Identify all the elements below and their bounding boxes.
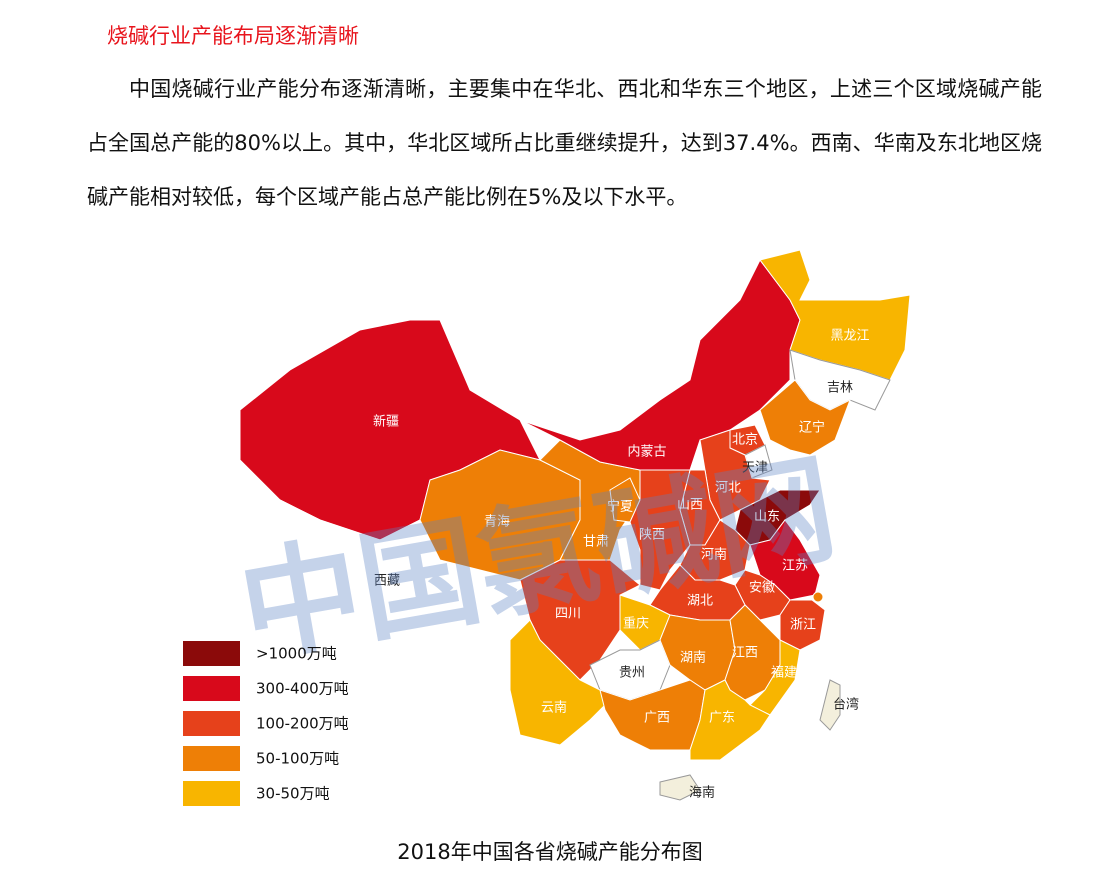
legend-swatch [183, 746, 240, 771]
province-label: 北京 [732, 433, 758, 448]
province-label: 江西 [732, 646, 758, 661]
legend-swatch [183, 641, 240, 666]
province-label: 黑龙江 [830, 329, 869, 344]
province-label: 新疆 [373, 414, 399, 430]
province-label: 海南 [689, 785, 715, 801]
province-label: 陕西 [639, 528, 665, 543]
province-label: 内蒙古 [627, 444, 666, 460]
legend-swatch [183, 781, 240, 806]
province-label: 辽宁 [799, 420, 825, 436]
province [689, 679, 771, 761]
province-label: 四川 [555, 607, 581, 622]
province-label: 河南 [701, 547, 727, 563]
province-label: 河北 [715, 481, 741, 496]
province-label: 广西 [644, 711, 670, 726]
legend-swatch [183, 676, 240, 701]
province-label: 广东 [709, 711, 735, 726]
province [812, 591, 824, 603]
legend-label: >1000万吨 [256, 645, 337, 663]
province-label: 云南 [541, 700, 567, 716]
province-label: 山东 [754, 510, 780, 525]
province-label: 福建 [771, 666, 797, 681]
province-label: 江苏 [782, 558, 808, 574]
province-label: 西藏 [374, 574, 400, 589]
province-label: 天津 [742, 461, 768, 476]
province [759, 249, 911, 381]
province-label: 山西 [677, 498, 703, 513]
province-label: 重庆 [623, 616, 649, 632]
province-label: 吉林 [827, 381, 853, 396]
paragraph: 中国烧碱行业产能分布逐渐清晰，主要集中在华北、西北和华东三个地区，上述三个区域烧… [87, 77, 1042, 209]
province-label: 湖南 [680, 650, 706, 666]
province-label: 上海 [827, 591, 853, 606]
province-label: 甘肃 [583, 535, 609, 550]
legend-label: 30-50万吨 [256, 785, 330, 803]
province-label: 台湾 [833, 697, 859, 713]
legend-label: 50-100万吨 [256, 750, 339, 768]
province-label: 宁夏 [607, 499, 633, 515]
province-label: 贵州 [619, 666, 645, 681]
legend-swatch [183, 711, 240, 736]
province-label: 浙江 [790, 618, 816, 633]
province-label: 青海 [484, 515, 510, 530]
province-shapes [239, 249, 911, 801]
legend-label: 300-400万吨 [256, 680, 349, 698]
legend: >1000万吨 300-400万吨 100-200万吨 50-100万吨 30-50万吨 [183, 641, 349, 806]
caption: 2018年中国各省烧碱产能分布图 [397, 840, 703, 864]
province [819, 679, 841, 731]
province [659, 774, 701, 801]
province-label: 湖北 [687, 594, 713, 609]
heading: 烧碱行业产能布局逐渐清晰 [107, 24, 359, 48]
province [759, 379, 851, 456]
legend-label: 100-200万吨 [256, 715, 349, 733]
province-label: 安徽 [749, 581, 775, 596]
